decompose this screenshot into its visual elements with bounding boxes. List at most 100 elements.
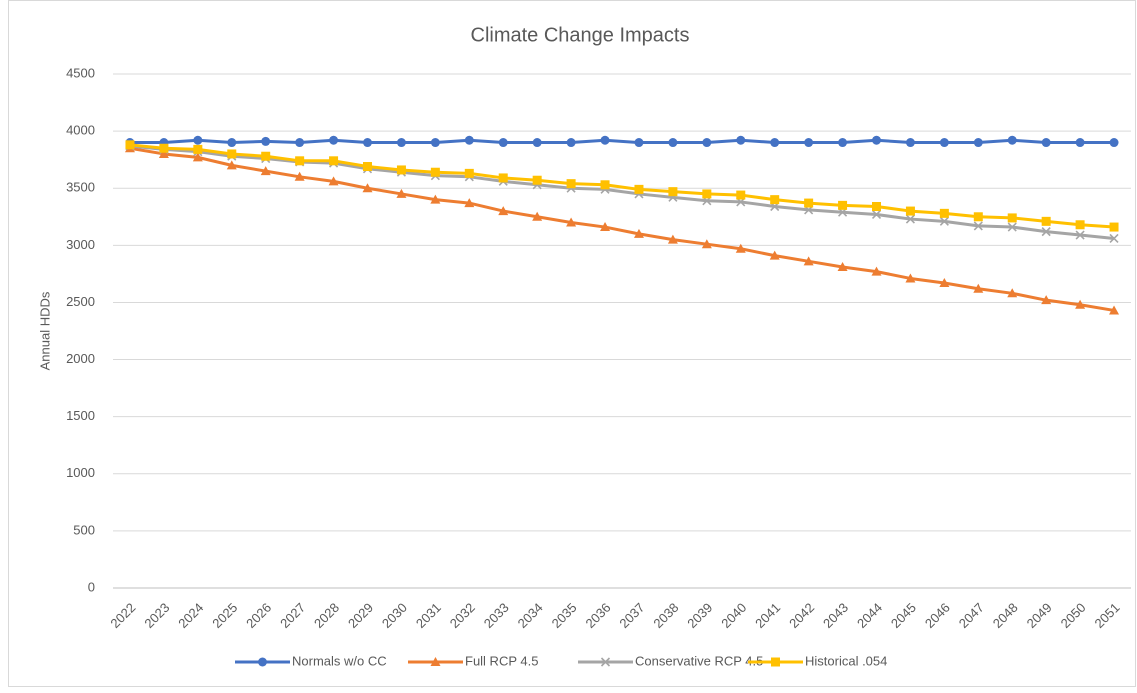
data-point [464,135,474,145]
series-line [129,146,1115,312]
series-line [129,143,1115,229]
legend-marker [771,657,780,667]
chart-title: Climate Change Impacts [471,24,690,46]
data-point [192,152,203,162]
data-point [905,273,916,283]
data-point [872,135,881,145]
data-point [837,262,848,272]
data-point [973,138,983,148]
legend-marker [258,657,267,667]
y-tick-label: 0 [88,579,95,594]
data-point [668,138,678,148]
data-point [1109,305,1120,315]
data-point [158,148,169,158]
y-tick-label: 4000 [66,123,95,138]
y-tick-label: 3000 [66,237,95,252]
legend-marker [430,657,441,666]
data-point [566,179,576,189]
series-line [129,138,1115,145]
data-point [532,175,542,185]
data-point [430,138,440,148]
data-point [838,200,848,210]
data-point [872,201,881,211]
y-tick-label: 2000 [66,351,95,366]
data-point [261,151,271,161]
data-point [1075,138,1085,148]
data-point [973,212,983,222]
data-point [363,138,372,148]
data-point [430,167,440,177]
data-point [633,228,644,238]
data-point [566,138,576,148]
y-axis-label: Annual HDDs [37,291,52,370]
data-point [973,221,983,231]
data-point [1041,216,1051,226]
data-point [1109,222,1119,232]
data-point [1075,220,1085,230]
data-point [464,168,474,178]
data-point [1007,135,1017,145]
data-point [193,135,203,145]
y-tick-label: 2500 [66,294,95,309]
data-point [973,283,984,293]
data-point [363,162,372,172]
legend-label: Conservative RCP 4.5 [635,653,763,668]
data-point [1007,222,1017,232]
data-point [227,149,237,159]
y-tick-label: 1000 [66,465,95,480]
data-point [939,208,949,218]
data-point [329,135,339,145]
data-point [1041,295,1052,305]
data-point [668,187,678,197]
data-point [430,194,441,204]
data-point [701,239,712,249]
data-point [1109,138,1119,148]
data-point [261,136,271,146]
data-point [634,138,644,148]
data-point [634,184,644,194]
data-point [600,180,610,190]
y-tick-label: 4500 [66,65,95,80]
data-point [1109,233,1119,244]
data-point [532,138,542,148]
data-point [159,143,169,153]
data-point [1007,213,1017,223]
data-point [1075,230,1085,240]
data-point [362,183,373,193]
data-point [329,156,339,166]
data-point [498,206,509,216]
data-point [736,190,746,200]
data-point [125,140,135,150]
legend-label: Normals w/o CC [292,653,387,668]
data-point [600,135,610,145]
data-point [532,211,543,221]
data-point [803,256,814,266]
data-point [770,138,780,148]
data-point [1007,288,1018,298]
data-point [294,171,305,181]
data-point [193,144,203,154]
legend-marker [600,657,611,667]
data-point [905,214,915,224]
data-point [939,278,950,288]
data-point [498,138,508,148]
data-point [905,206,915,216]
data-point [667,234,678,244]
data-point [295,138,305,148]
data-point [396,165,406,175]
data-point [770,195,780,205]
data-point [905,138,915,148]
data-point [735,243,746,253]
data-point [1041,227,1051,237]
data-point [736,135,746,145]
data-point [939,216,949,226]
data-point [1075,299,1086,309]
data-point [227,138,237,148]
data-point [396,138,406,148]
data-point [464,198,475,208]
data-point [702,189,712,199]
data-point [804,138,814,148]
data-point [226,160,237,170]
data-point [939,138,949,148]
